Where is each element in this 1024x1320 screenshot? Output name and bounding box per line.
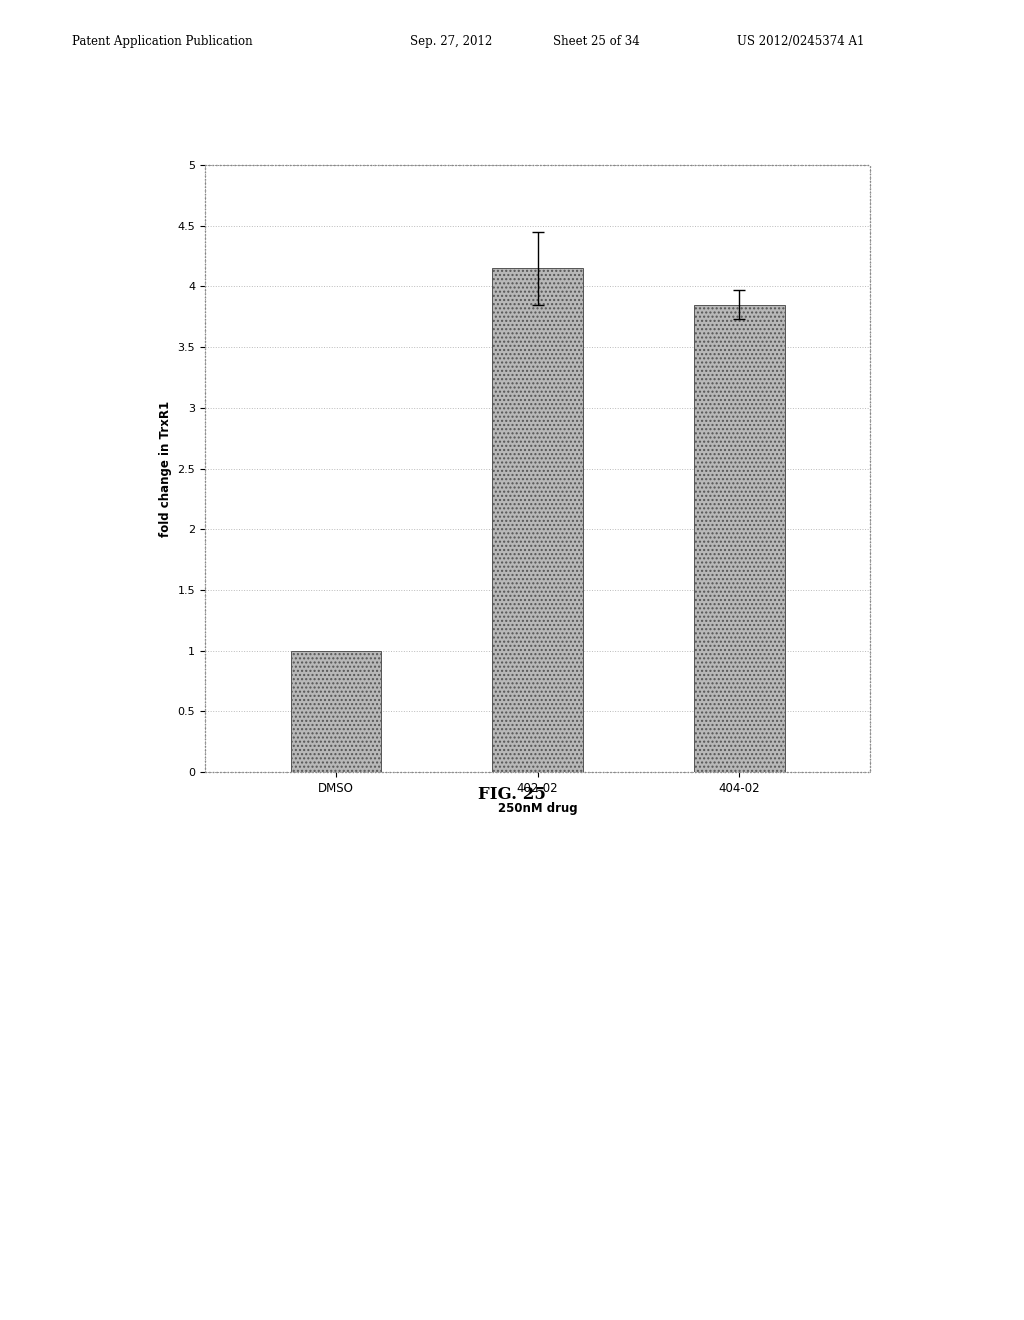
Bar bbox=[694, 305, 784, 772]
Text: Patent Application Publication: Patent Application Publication bbox=[72, 34, 252, 48]
Bar bbox=[493, 268, 583, 772]
Text: FIG. 25: FIG. 25 bbox=[478, 785, 546, 803]
Text: Sheet 25 of 34: Sheet 25 of 34 bbox=[553, 34, 640, 48]
X-axis label: 250nM drug: 250nM drug bbox=[498, 801, 578, 814]
Bar bbox=[291, 651, 381, 772]
Y-axis label: fold change in TrxR1: fold change in TrxR1 bbox=[159, 400, 172, 537]
Text: Sep. 27, 2012: Sep. 27, 2012 bbox=[410, 34, 492, 48]
Bar bbox=[205, 165, 870, 772]
Text: US 2012/0245374 A1: US 2012/0245374 A1 bbox=[737, 34, 864, 48]
